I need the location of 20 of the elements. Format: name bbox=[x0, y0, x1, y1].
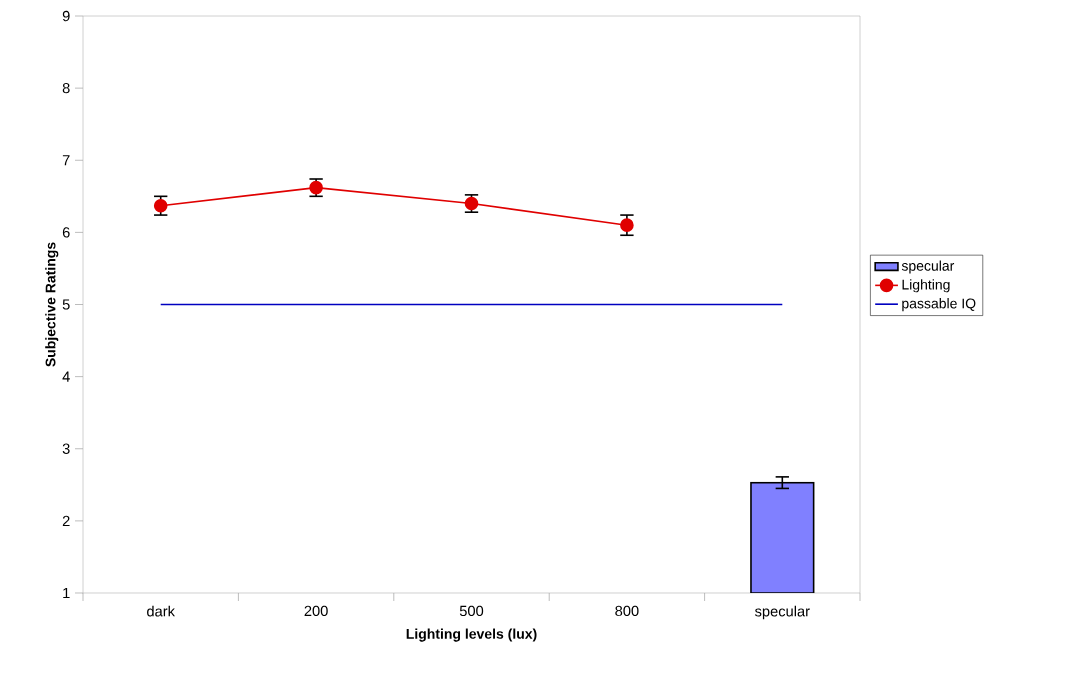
y-tick-label: 7 bbox=[62, 155, 70, 166]
y-tick-label: 9 bbox=[62, 10, 70, 22]
y-tick-label: 3 bbox=[62, 443, 70, 454]
y-axis-title: Subjective Ratings bbox=[45, 242, 59, 367]
legend-label: specular bbox=[901, 260, 955, 274]
legend-label: passable IQ bbox=[902, 298, 976, 312]
y-tick-label: 6 bbox=[62, 227, 70, 238]
y-tick-label: 8 bbox=[62, 82, 70, 94]
point bbox=[620, 218, 634, 232]
x-tick-label: dark bbox=[147, 605, 175, 617]
x-tick-label: 500 bbox=[459, 605, 484, 617]
y-tick-label: 5 bbox=[62, 299, 70, 310]
x-tick-label: specular bbox=[755, 605, 810, 620]
y-tick-label: 4 bbox=[62, 371, 70, 382]
y-tick-label: 2 bbox=[62, 515, 70, 526]
x-tick-label: 200 bbox=[304, 605, 328, 617]
y-tick-label: 1 bbox=[63, 587, 70, 599]
x-tick-label: 800 bbox=[615, 605, 639, 617]
legend-label: Lighting bbox=[902, 279, 950, 293]
x-axis-title: Lighting levels (lux) bbox=[406, 628, 537, 642]
